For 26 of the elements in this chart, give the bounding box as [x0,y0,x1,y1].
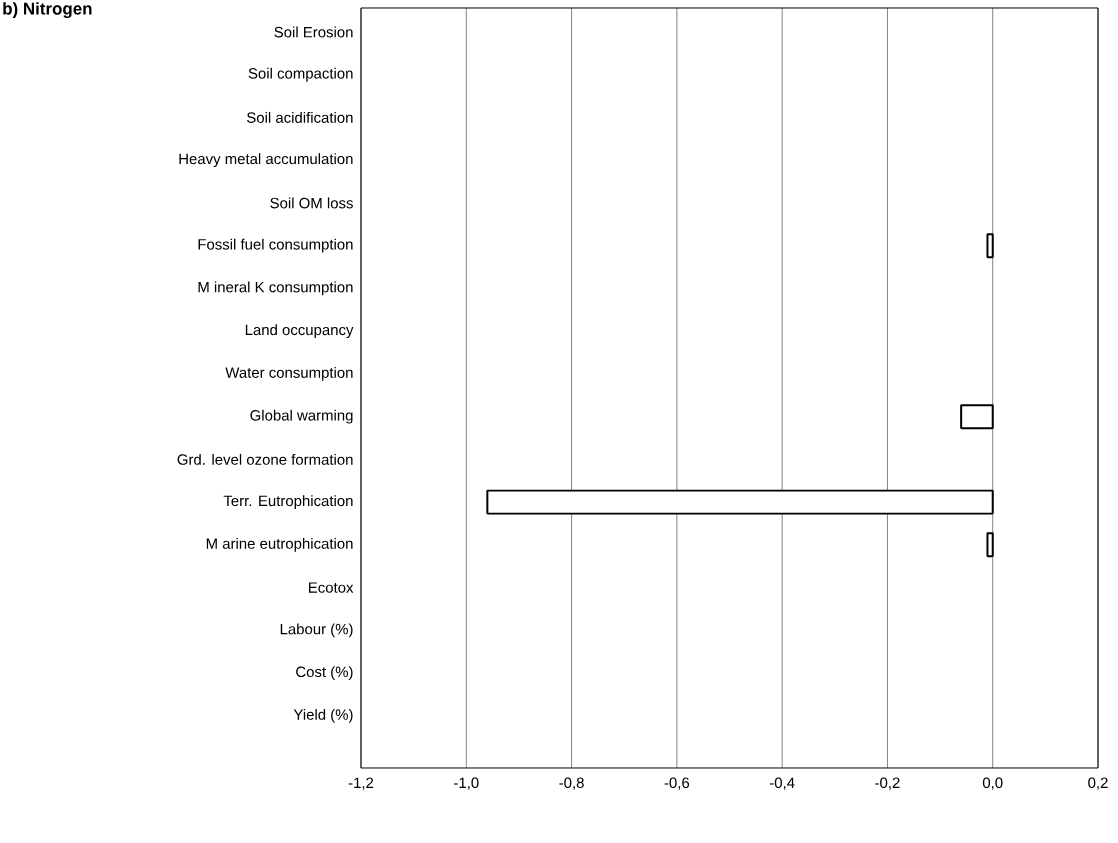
y-tick-label: Water consumption [225,366,353,381]
x-tick-label: -1,0 [454,777,479,790]
x-tick-label: -0,8 [559,777,584,790]
y-tick-label: Cost (%) [296,666,353,681]
y-tick-label: Global warming [250,409,353,424]
y-tick-label: Soil OM loss [270,197,353,209]
y-tick-label: Heavy metal accumulation [179,153,353,168]
y-tick-label: M arine eutrophication [206,537,353,552]
y-tick-label: Terr. Eutrophication [223,495,353,510]
y-tick-label: Soil compaction [248,67,353,82]
y-tick-label: Land occupancy [245,324,354,339]
y-tick-label: Soil Erosion [274,26,353,38]
y-tick-label: M ineral K consumption [198,281,353,296]
x-tick-label: -1,2 [348,777,374,790]
x-tick-label: 0,2 [1088,777,1108,790]
y-tick-label: Grd. level ozone formation [177,453,353,465]
y-tick-label: Soil acidification [247,111,353,123]
x-tick-label: -0,6 [664,777,690,790]
x-tick-label: -0,2 [875,777,900,790]
x-tick-label: 0,0 [982,777,1003,790]
y-tick-label: Ecotox [309,582,354,593]
x-tick-label: -0,4 [769,777,795,790]
y-tick-label: Yield (%) [293,708,353,723]
y-tick-label: Labour (%) [280,623,353,638]
text: b) Nitrogen [3,2,92,19]
y-tick-label: Fossil fuel consumption [198,238,353,253]
